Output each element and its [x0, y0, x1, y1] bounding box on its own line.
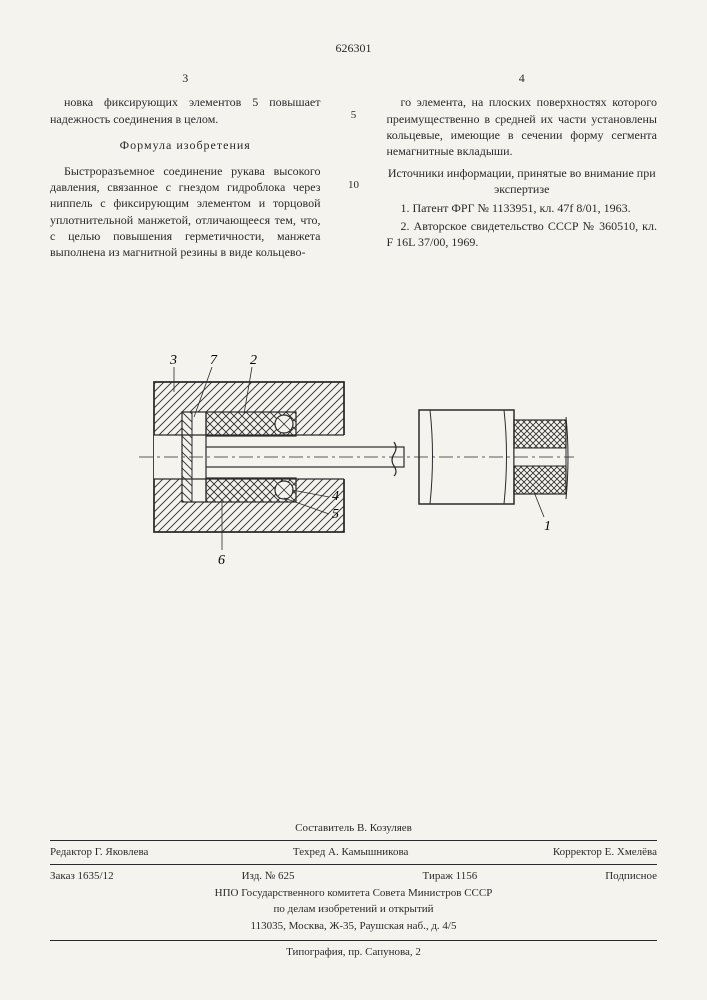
fig-label-7: 7 — [210, 353, 218, 368]
footer-typography: Типография, пр. Сапунова, 2 — [50, 940, 657, 960]
left-column: 3 новка фиксирующих элементов 5 повышает… — [50, 70, 321, 262]
fig-label-4: 4 — [332, 489, 339, 504]
footer: Составитель В. Козуляев Редактор Г. Яков… — [50, 821, 657, 960]
fig-label-2: 2 — [250, 353, 257, 368]
footer-corrector: Корректор Е. Хмелёва — [553, 845, 657, 860]
line-num-5: 5 — [345, 108, 363, 123]
line-numbers: 5 10 — [345, 70, 363, 262]
footer-pub-row: Заказ 1635/12 Изд. № 625 Тираж 1156 Подп… — [50, 864, 657, 884]
source-1: 1. Патент ФРГ № 1133951, кл. 47f 8/01, 1… — [387, 200, 658, 216]
footer-credits-row: Редактор Г. Яковлева Техред А. Камышнико… — [50, 840, 657, 860]
page-number-right: 4 — [387, 70, 658, 86]
fig-label-6: 6 — [218, 553, 225, 568]
left-p1: новка фиксирующих элементов 5 повышает н… — [50, 94, 321, 126]
footer-addr: 113035, Москва, Ж-35, Раушская наб., д. … — [50, 919, 657, 934]
right-p1: го элемента, на плоских поверхностях кот… — [387, 94, 658, 159]
line-num-10: 10 — [345, 178, 363, 193]
left-p2: Быстроразъемное соединение рукава высоко… — [50, 163, 321, 260]
fig-label-3: 3 — [169, 353, 177, 368]
formula-heading: Формула изобретения — [50, 137, 321, 153]
footer-compiler: Составитель В. Козуляев — [50, 821, 657, 836]
technical-drawing: 3 7 2 4 5 6 1 — [50, 332, 657, 576]
footer-org1: НПО Государственного комитета Совета Мин… — [50, 886, 657, 901]
footer-order: Заказ 1635/12 — [50, 869, 114, 884]
sources-heading: Источники информации, принятые во вниман… — [387, 165, 658, 197]
footer-tirazh: Тираж 1156 — [423, 869, 478, 884]
footer-izd: Изд. № 625 — [242, 869, 295, 884]
text-columns: 3 новка фиксирующих элементов 5 повышает… — [50, 70, 657, 262]
page-number-left: 3 — [50, 70, 321, 86]
right-column: 4 го элемента, на плоских поверхностях к… — [387, 70, 658, 262]
document-number: 626301 — [50, 40, 657, 56]
footer-editor: Редактор Г. Яковлева — [50, 845, 148, 860]
footer-techred: Техред А. Камышникова — [293, 845, 408, 860]
footer-org2: по делам изобретений и открытий — [50, 902, 657, 917]
source-2: 2. Авторское свидетельство СССР № 360510… — [387, 218, 658, 250]
footer-sub: Подписное — [605, 869, 657, 884]
fig-label-1: 1 — [544, 519, 551, 534]
fig-label-5: 5 — [332, 507, 339, 522]
